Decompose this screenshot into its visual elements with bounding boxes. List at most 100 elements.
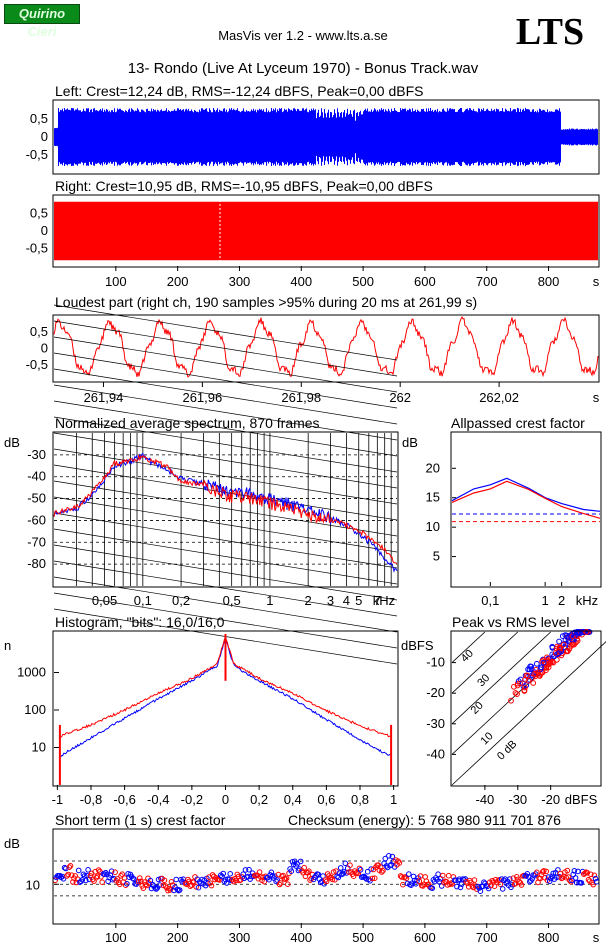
short-term-point (157, 882, 163, 888)
loudest-xtick-label: 262,02 (479, 390, 519, 405)
peak-rms-crest-line (451, 631, 551, 725)
short-term-point (541, 868, 547, 874)
short-term-point (301, 864, 308, 871)
short-term-point (337, 865, 344, 871)
short-term-xtick-label: 600 (414, 930, 436, 945)
right-waveform-trace (54, 201, 598, 261)
loudest-part-trace (53, 315, 599, 378)
spectrum-ytick-label: -50 (27, 491, 46, 506)
right-ytick-label: -0,5 (26, 241, 48, 256)
spectrum-slope-line (53, 368, 398, 425)
spectrum-xtick-label: 0,2 (172, 593, 190, 608)
right-xtick-label: 500 (352, 274, 374, 289)
short-term-point (227, 871, 233, 877)
spectrum-xtick-label: 4 (343, 593, 350, 608)
short-term-point (112, 869, 118, 876)
peak-rms-point (533, 660, 540, 667)
short-term-point (389, 853, 396, 860)
short-term-point (396, 860, 403, 866)
short-term-point (273, 878, 279, 885)
peak-rms-point (540, 659, 547, 666)
peak-rms-point (526, 666, 533, 673)
loudest-part-title: Loudest part (right ch, 190 samples >95%… (55, 294, 477, 310)
peak-rms-point (557, 645, 564, 651)
short-term-point (307, 877, 313, 883)
histogram-xtick-label: 0,6 (317, 792, 335, 807)
allpassed-ytick-label: 20 (426, 460, 440, 475)
short-term-point (289, 859, 296, 865)
short-term-point (455, 877, 461, 884)
short-term-point (147, 877, 154, 884)
histogram-ylabel: n (4, 638, 11, 653)
short-term-point (382, 855, 389, 862)
short-term-point (191, 879, 197, 886)
short-term-point (429, 885, 436, 892)
short-term-point (152, 885, 158, 891)
short-term-point (497, 881, 504, 888)
short-term-ytick-label: 10 (26, 877, 40, 892)
short-term-point (85, 867, 91, 873)
spectrum-xaxis-unit: kHz (373, 593, 395, 608)
peak-vs-rms-frame (450, 630, 602, 787)
peak-rms-point (531, 671, 538, 677)
short-term-xtick-label: 700 (476, 930, 498, 945)
spectrum-xtick-label: 5 (355, 593, 362, 608)
spectrum-ytick-label: -80 (27, 556, 46, 571)
short-term-point (406, 871, 412, 877)
histogram-xtick-label: -0,8 (80, 792, 102, 807)
short-term-point (277, 880, 284, 886)
allpassed-ylabel: dB (402, 435, 418, 450)
spectrum-xtick-label: 7 (374, 593, 381, 608)
short-term-point (317, 879, 324, 886)
peak-rms-point (522, 676, 528, 683)
short-term-point (564, 867, 571, 874)
short-term-point (471, 877, 478, 883)
spectrum-xtick-label: 1 (266, 593, 273, 608)
short-term-point (75, 867, 82, 874)
short-term-point (572, 875, 579, 881)
peak-rms-ylabel: dBFS (401, 638, 434, 653)
short-term-point (63, 865, 69, 872)
histogram-xtick-label: -0,6 (113, 792, 135, 807)
spectrum-slope-line (53, 560, 398, 617)
peak-rms-point (525, 677, 532, 684)
right-xtick-label: 800 (538, 274, 560, 289)
allpassed-xtick-label: 0,1 (481, 593, 499, 608)
short-term-point (65, 871, 71, 878)
spectrum-slope-line (53, 384, 398, 441)
short-term-point (568, 879, 574, 885)
short-term-point (135, 878, 142, 885)
spectrum-slope-line (53, 304, 398, 361)
short-term-point (322, 877, 329, 883)
spectrum-xtick-label: 3 (327, 593, 334, 608)
allpassed-right-trace (451, 480, 601, 519)
short-term-point (167, 887, 174, 893)
short-term-point (209, 872, 216, 878)
peak-rms-point (565, 648, 571, 654)
short-term-point (288, 868, 295, 875)
spectrum-xtick-label: 0,05 (92, 593, 117, 608)
peak-rms-point (521, 687, 528, 694)
spectrum-ytick-label: -40 (27, 469, 46, 484)
loudest-xtick-label: 261,96 (182, 390, 222, 405)
short-term-point (458, 881, 465, 888)
peak-rms-ytick-label: -30 (426, 716, 445, 731)
short-term-point (590, 881, 597, 888)
short-term-point (220, 870, 226, 877)
peak-rms-ytick-label: -10 (426, 655, 445, 670)
spectrum-ylabel: dB (4, 435, 20, 450)
short-term-point (509, 881, 515, 888)
short-term-point (457, 884, 464, 891)
spectrum-ytick-label: -70 (27, 534, 46, 549)
short-term-point (283, 875, 290, 882)
short-term-point (386, 853, 392, 859)
short-term-point (546, 878, 553, 885)
histogram-xtick-label: -0,4 (147, 792, 169, 807)
short-term-point (543, 868, 550, 875)
badge-text: Quirino Cieri (18, 6, 66, 39)
short-term-point (524, 871, 531, 877)
peak-rms-point (552, 650, 559, 656)
short-term-ylabel: dB (4, 836, 20, 851)
short-term-point (146, 880, 152, 887)
